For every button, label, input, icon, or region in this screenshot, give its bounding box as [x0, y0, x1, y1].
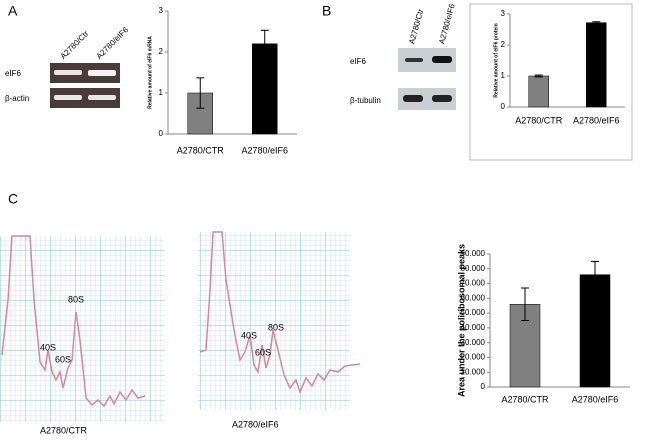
peak-label: 40S [40, 342, 56, 352]
y-tick-label: 2 [501, 40, 506, 49]
y-tick-label: 3 [159, 6, 164, 15]
y-tick-label: 10.000 [461, 367, 486, 376]
y-tick-label: 0 [481, 382, 486, 391]
y-tick-label: 30.000 [461, 338, 486, 347]
bar [579, 274, 611, 388]
gel-row-label: β-tubulin [350, 96, 381, 105]
gel-row-label: β-actin [5, 94, 29, 103]
trace-caption: A2780/CTR [40, 425, 88, 435]
x-tick-label: A2780/CTR [515, 115, 563, 125]
trace-caption: A2780/eIF6 [232, 419, 279, 429]
trace-grid [198, 232, 350, 410]
y-tick-label: 70.000 [461, 279, 486, 288]
y-tick-label: 40.000 [461, 323, 486, 332]
y-tick-label: 0 [501, 102, 506, 111]
x-tick-label: A2780/eIF6 [573, 115, 620, 125]
x-tick-label: A2780/eIF6 [572, 394, 619, 404]
peak-label: 80S [68, 294, 84, 304]
peak-label: 80S [268, 322, 284, 332]
trace-curve [1, 235, 146, 408]
trace-grid [0, 236, 165, 422]
x-tick-label: A2780/CTR [177, 145, 225, 155]
panel-label: C [8, 191, 18, 207]
gel-column-label: A2780/eIF6 [437, 2, 457, 45]
y-tick-label: 3 [501, 9, 506, 18]
gel-column-label: A2780/eIF6 [95, 25, 131, 61]
y-tick-label: 1 [501, 71, 506, 80]
panel-label: A [8, 3, 18, 19]
y-tick-label: 80.000 [461, 264, 486, 273]
gel-row-label: eIF6 [350, 57, 367, 66]
gel-image [50, 63, 120, 108]
panel-label: B [322, 3, 331, 19]
y-axis-label: Relative amount of eIF6 protein [493, 23, 499, 97]
bar [586, 22, 607, 108]
y-tick-label: 50.000 [461, 308, 486, 317]
y-tick-label: 2 [159, 47, 164, 56]
chart-frame [469, 3, 633, 161]
blot-image [398, 48, 456, 110]
peak-label: 60S [255, 347, 271, 357]
bar [187, 92, 213, 135]
y-axis-label: Area under the poliribosomal peaks [456, 244, 466, 397]
y-tick-label: 60.000 [461, 293, 486, 302]
peak-label: 40S [241, 330, 257, 340]
bar [252, 43, 278, 135]
gel-row-label: eIF6 [5, 69, 22, 78]
y-tick-label: 1 [159, 88, 164, 97]
y-tick-label: 90.000 [461, 249, 486, 258]
x-tick-label: A2780/eIF6 [241, 145, 288, 155]
y-tick-label: 0 [159, 129, 164, 138]
peak-label: 60S [55, 354, 71, 364]
y-axis-label: Relative amount of eIF6 mRNA [147, 36, 153, 109]
gel-column-label: A2780/Ctr [407, 8, 425, 45]
y-tick-label: 20.000 [461, 353, 486, 362]
bar [528, 75, 549, 108]
gel-column-label: A2780/Ctr [59, 29, 91, 61]
trace-curve [199, 231, 361, 395]
x-tick-label: A2780/CTR [501, 394, 549, 404]
